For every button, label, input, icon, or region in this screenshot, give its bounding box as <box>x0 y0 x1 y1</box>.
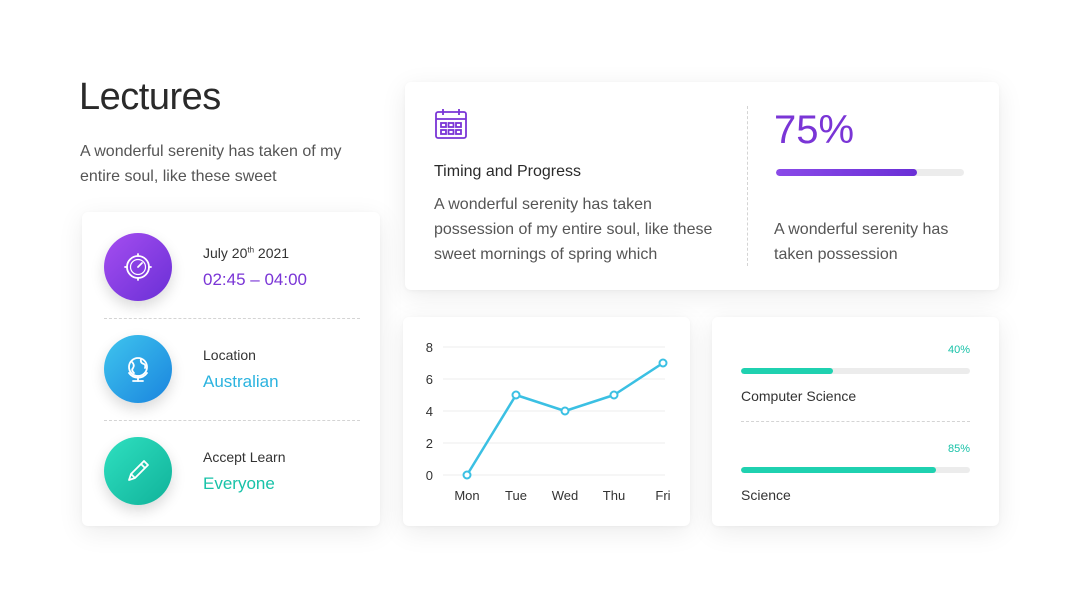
progress-bar-fill <box>776 169 917 176</box>
subject-progress-bar <box>741 368 970 374</box>
time-range: 02:45 – 04:00 <box>203 270 307 289</box>
timing-description: A wonderful serenity has taken possessio… <box>434 196 713 263</box>
divider <box>104 318 360 319</box>
pencil-icon <box>104 437 172 505</box>
subjects-progress-card: 40% Computer Science 85% Science <box>712 317 999 526</box>
timing-progress-card: Timing and Progress A wonderful serenity… <box>405 82 999 290</box>
divider <box>741 421 970 422</box>
y-tick-label: 0 <box>426 468 433 483</box>
subject-percent: 40% <box>947 344 970 356</box>
subject-item: 85% Science <box>741 443 970 513</box>
subject-progress-fill <box>741 467 936 473</box>
lecture-info-card: July 20th 2021 02:45 – 04:00 Location Au… <box>82 212 380 526</box>
subject-item: 40% Computer Science <box>741 344 970 414</box>
y-tick-label: 2 <box>426 436 433 451</box>
subject-progress-bar <box>741 467 970 473</box>
subject-name: Computer Science <box>741 388 857 404</box>
audience-value: Everyone <box>203 474 275 493</box>
data-point <box>609 390 619 400</box>
progress-bar <box>776 169 964 176</box>
calendar-icon <box>433 106 469 147</box>
page-subtitle: A wonderful serenity has taken of my ent… <box>80 143 342 185</box>
series-line <box>465 361 664 476</box>
location-value: Australian <box>203 372 279 391</box>
data-point <box>511 390 521 400</box>
date-label: July 20th 2021 <box>203 245 290 261</box>
data-point <box>658 358 668 368</box>
vertical-divider <box>747 106 748 266</box>
divider <box>104 420 360 421</box>
y-tick-label: 4 <box>426 404 433 419</box>
data-point <box>462 470 472 480</box>
subject-progress-fill <box>741 368 833 374</box>
stopwatch-icon <box>104 233 172 301</box>
progress-percent: 75% <box>774 108 855 152</box>
progress-description: A wonderful serenity has taken possessio… <box>774 221 949 263</box>
line-chart: 0 2 4 6 8 Mon Tue Wed Thu Fri <box>426 340 671 503</box>
globe-icon <box>104 335 172 403</box>
subject-name: Science <box>741 487 791 503</box>
y-tick-label: 8 <box>426 340 433 355</box>
x-tick-label: Tue <box>505 488 527 503</box>
x-tick-label: Thu <box>603 488 625 503</box>
data-point <box>560 406 570 416</box>
info-item-audience: Accept Learn Everyone <box>104 436 358 526</box>
x-tick-label: Wed <box>552 488 579 503</box>
subject-percent: 85% <box>947 443 970 455</box>
location-label: Location <box>203 347 256 363</box>
x-tick-label: Mon <box>454 488 479 503</box>
line-chart-card: 0 2 4 6 8 Mon Tue Wed Thu Fri <box>403 317 690 526</box>
timing-title: Timing and Progress <box>434 163 582 180</box>
page-title: Lectures <box>79 76 221 118</box>
audience-label: Accept Learn <box>203 449 286 465</box>
y-tick-label: 6 <box>426 372 433 387</box>
info-item-location: Location Australian <box>104 334 358 424</box>
x-tick-label: Fri <box>655 488 670 503</box>
info-item-date: July 20th 2021 02:45 – 04:00 <box>104 232 358 322</box>
